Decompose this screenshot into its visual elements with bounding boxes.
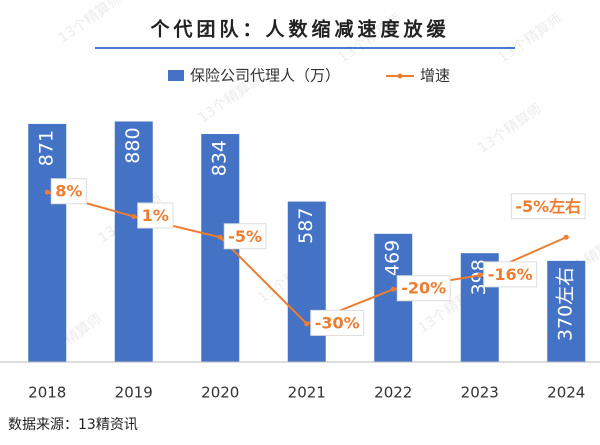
growth-label-box <box>310 309 365 336</box>
watermark: 13个精算师 <box>475 101 545 156</box>
x-tick-label: 2023 <box>461 384 499 402</box>
growth-label: 8% <box>55 182 82 201</box>
watermark: 13个精算师 <box>55 0 125 47</box>
growth-label-group: -30% <box>310 309 365 336</box>
legend-label: 保险公司代理人（万） <box>190 67 340 85</box>
bar-value-label: 834 <box>209 140 231 176</box>
growth-point <box>304 321 310 327</box>
chart-title: 个代团队：人数缩减速度放缓 <box>149 18 449 41</box>
bar-value-label: 587 <box>295 208 317 244</box>
growth-point <box>563 234 569 240</box>
growth-label: -30% <box>315 313 360 332</box>
growth-label-box <box>50 178 87 205</box>
bar-value-label: 469 <box>382 240 404 276</box>
legend-label: 增速 <box>420 67 450 85</box>
growth-point <box>390 286 396 292</box>
growth-label-box <box>396 275 451 302</box>
x-tick-label: 2022 <box>374 384 412 402</box>
watermark: 13个精算师 <box>495 11 565 66</box>
growth-label-box <box>223 223 267 250</box>
growth-label-group: -5% <box>223 223 267 250</box>
growth-label: -16% <box>488 265 533 284</box>
growth-label: 1% <box>142 206 169 225</box>
x-tick-label: 2020 <box>201 384 239 402</box>
x-tick-label: 2021 <box>288 384 326 402</box>
growth-label-box <box>483 261 538 288</box>
bar-value-label: 871 <box>36 130 58 166</box>
x-tick-label: 2024 <box>547 384 585 402</box>
bar <box>28 123 67 362</box>
growth-point <box>217 234 223 240</box>
growth-label-group: -5%左右 <box>510 193 586 220</box>
growth-label-group: -20% <box>396 275 451 302</box>
growth-label: -5%左右 <box>515 197 581 216</box>
bar-value-label: 370左右 <box>555 267 577 341</box>
growth-label-group: 8% <box>50 178 87 205</box>
growth-point <box>477 272 483 278</box>
growth-label: -20% <box>401 279 446 298</box>
legend-swatch <box>168 70 184 81</box>
bar <box>114 121 153 362</box>
x-tick-label: 2019 <box>115 384 153 402</box>
growth-point <box>44 189 50 195</box>
source: 数据来源：13精资讯 <box>8 417 138 433</box>
growth-point <box>131 213 137 219</box>
growth-label-box <box>510 193 586 220</box>
growth-label-group: -16% <box>483 261 538 288</box>
growth-label-box <box>137 202 174 229</box>
x-tick-label: 2018 <box>28 384 66 402</box>
bar <box>547 260 586 362</box>
growth-label: -5% <box>228 227 262 246</box>
bar-value-label: 880 <box>122 127 144 163</box>
legend-swatch <box>397 73 403 79</box>
growth-label-group: 1% <box>137 202 174 229</box>
